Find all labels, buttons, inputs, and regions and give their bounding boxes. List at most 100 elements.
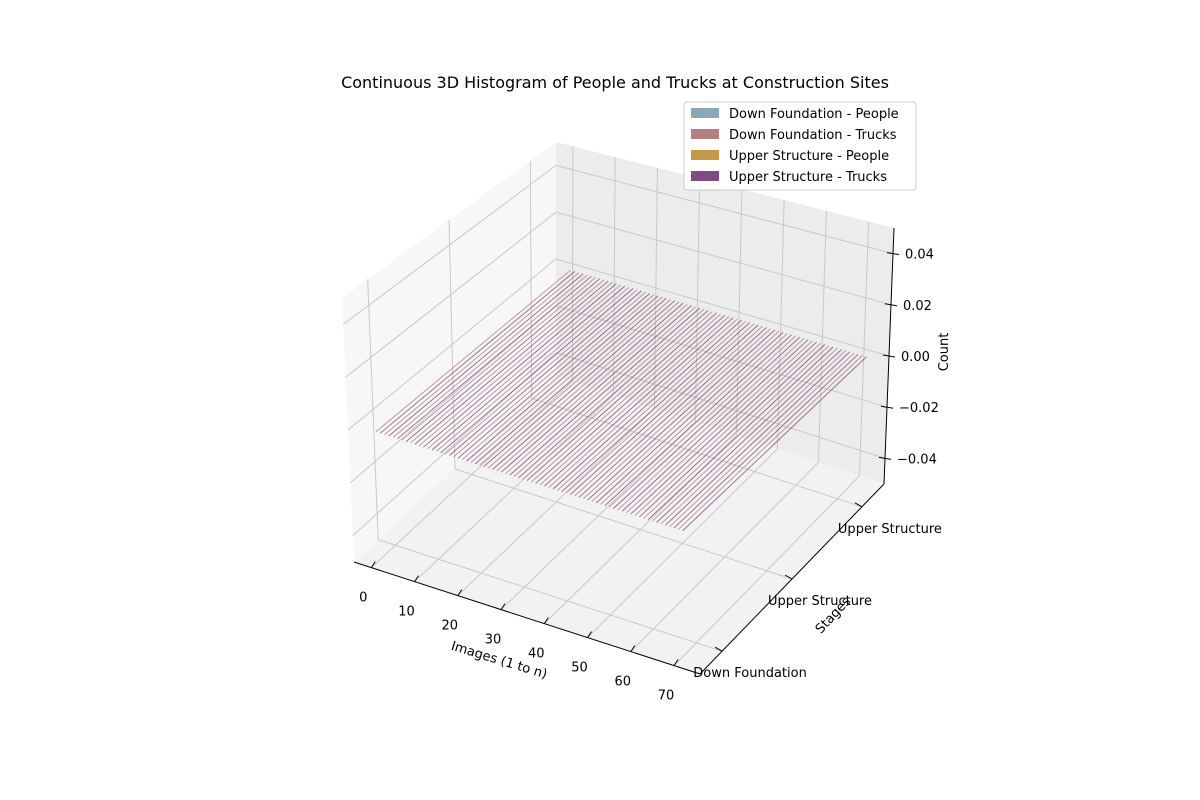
bar-strip <box>600 333 788 505</box>
z-tick-label: 0.02 <box>903 299 932 314</box>
z-tick-label: 0.04 <box>905 248 934 263</box>
bar-strip <box>535 314 726 484</box>
legend: Down Foundation - People Down Foundation … <box>683 101 917 191</box>
legend-entry-label: Upper Structure - People <box>729 149 889 164</box>
grid-line <box>555 305 888 408</box>
y-tick-mark <box>784 574 793 580</box>
back-wall-pane <box>556 142 894 484</box>
bar-strip <box>643 345 830 519</box>
z-axis-label: Count <box>937 333 952 372</box>
bar-strip <box>522 311 713 480</box>
bar-strip <box>591 330 780 502</box>
x-tick-mark <box>543 617 549 624</box>
y-tick-label: Upper Structure <box>838 522 942 537</box>
bar-strips <box>375 269 867 532</box>
bar-strip <box>582 328 771 500</box>
bar-strip <box>379 271 576 434</box>
bar-strip <box>556 321 746 491</box>
x-axis-line <box>353 561 701 675</box>
x-tick-label: 40 <box>528 647 545 662</box>
bar-strip <box>505 306 696 475</box>
bar-strip <box>617 338 805 511</box>
bar-strip <box>423 283 617 448</box>
legend-swatch <box>691 171 719 181</box>
z-tick-mark <box>878 456 892 460</box>
bar-strip <box>544 317 734 487</box>
legend-swatch <box>691 150 719 160</box>
y-tick-mark <box>714 646 723 652</box>
legend-swatch <box>691 108 719 118</box>
bar-strip <box>677 355 863 530</box>
bar-strip <box>461 294 655 461</box>
bar-strip <box>500 305 692 473</box>
tick-labels: 0 10 20 30 40 50 60 70 Down Foundation Upper Stru… <box>359 248 942 704</box>
legend-entry-label: Down Foundation - Trucks <box>729 128 897 143</box>
bar-strip <box>630 341 817 515</box>
bar-strip <box>496 303 688 472</box>
y-tick-label: Upper Structure <box>768 594 872 609</box>
grid-line <box>454 468 793 580</box>
bar-strip <box>388 273 584 437</box>
bar-strip <box>539 316 730 486</box>
legend-entry-label: Down Foundation - People <box>729 107 899 122</box>
bar-strip <box>449 290 642 456</box>
grid-line <box>350 305 557 484</box>
bar-strip <box>513 308 705 477</box>
x-tick-mark <box>500 603 506 610</box>
bar-strip <box>569 324 759 495</box>
chart-title: Continuous 3D Histogram of People and Tr… <box>341 73 889 92</box>
bar-strip <box>565 323 755 494</box>
bar-strip <box>470 296 663 463</box>
bar-strip <box>397 275 592 440</box>
bar-strip <box>492 302 684 470</box>
left-wall-pane <box>342 142 556 562</box>
bar-strip <box>410 279 605 444</box>
z-tick-mark <box>886 252 900 256</box>
x-tick-mark <box>673 659 679 666</box>
x-tick-label: 0 <box>359 591 367 606</box>
floor-pane <box>354 376 884 674</box>
bar-strip <box>574 325 763 497</box>
bar-strip <box>444 289 638 455</box>
bar-strip <box>436 286 630 452</box>
bar-strip <box>479 299 671 466</box>
bar-strip <box>634 342 821 516</box>
axes-panes <box>342 142 894 674</box>
bar-strip <box>453 291 646 458</box>
bar-strip <box>673 353 859 529</box>
z-tick-mark <box>880 405 894 409</box>
y-tick-mark <box>854 502 863 508</box>
grid-line <box>347 258 557 431</box>
x-tick-label: 10 <box>398 605 415 620</box>
bar-strip <box>474 297 667 465</box>
legend-swatch <box>691 129 719 139</box>
legend-frame <box>683 101 917 191</box>
bar-strip <box>656 349 842 523</box>
bar-strip <box>487 301 680 469</box>
bar-strip <box>626 340 813 514</box>
x-tick-mark <box>630 645 636 652</box>
bar-strip <box>660 350 846 525</box>
bar-strip <box>483 300 676 468</box>
bar-strip <box>375 269 571 433</box>
grid-line <box>342 164 557 325</box>
bar-strip <box>414 280 609 445</box>
bar-strip <box>552 319 742 490</box>
bar-strip <box>647 346 834 521</box>
bar-strip <box>526 312 717 481</box>
bar-strip <box>401 277 596 441</box>
z-tick-label: −0.02 <box>899 401 939 416</box>
y-tick-label: Down Foundation <box>693 666 807 681</box>
bar-strip <box>466 295 659 462</box>
bar-strip <box>440 288 634 454</box>
bar-strip <box>639 344 826 518</box>
bar-strip <box>608 335 796 508</box>
bar-strip <box>457 293 651 459</box>
bar-strip <box>621 339 809 512</box>
x-tick-label: 30 <box>485 633 502 648</box>
bar-strip <box>651 347 838 522</box>
x-tick-mark <box>587 631 592 638</box>
x-tick-mark <box>414 575 419 582</box>
bar-strip <box>431 285 626 451</box>
z-tick-label: 0.00 <box>901 350 930 365</box>
